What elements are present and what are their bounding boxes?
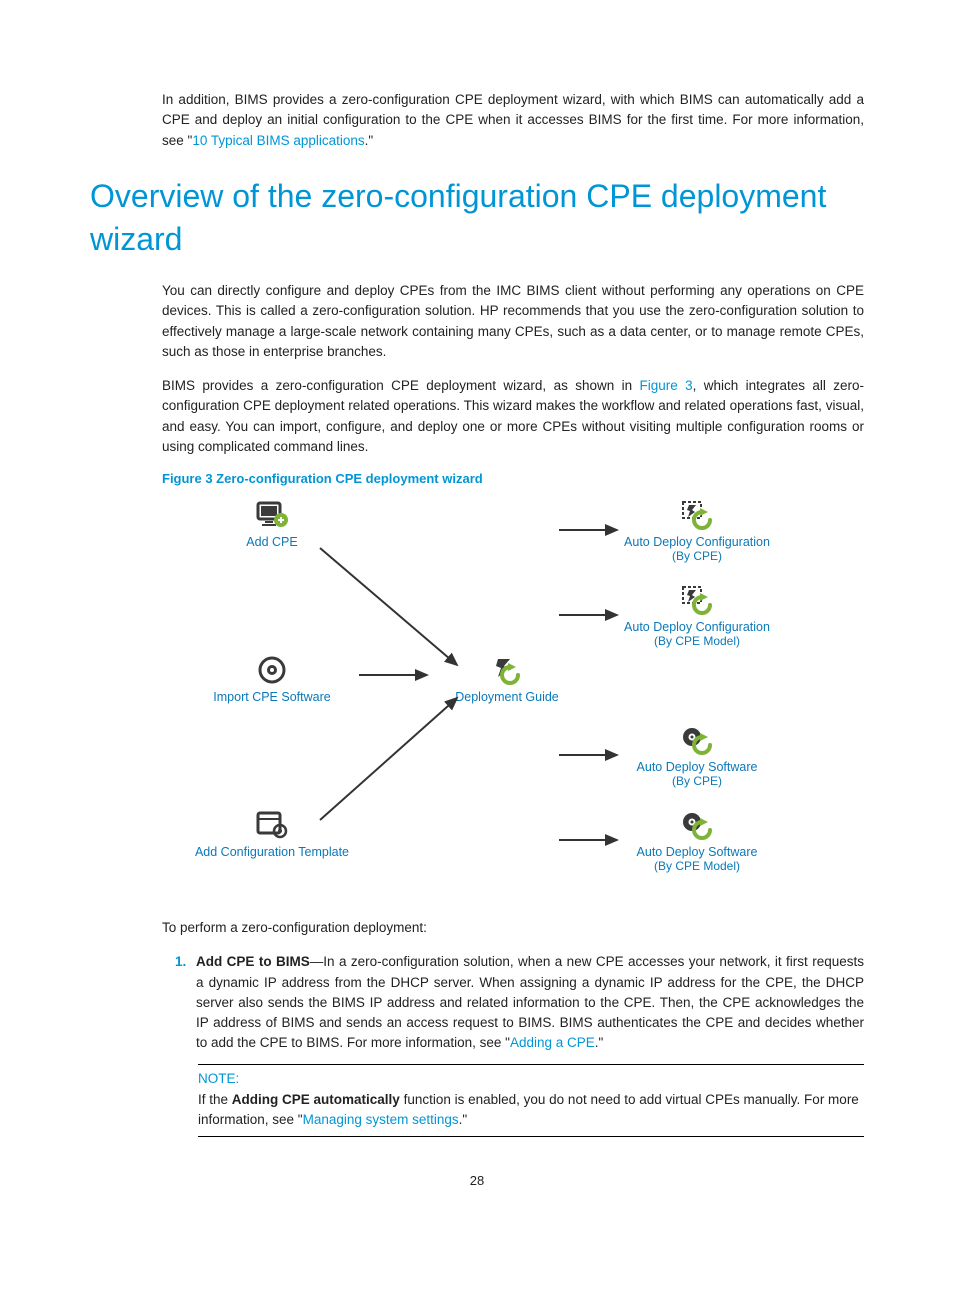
arrow-import-to-guide [357, 665, 437, 685]
arrow-to-sw-model [557, 830, 627, 850]
node-sw-by-cpe-label: Auto Deploy Software [637, 760, 758, 774]
note-text: If the Adding CPE automatically function… [198, 1090, 864, 1131]
paragraph-2: You can directly configure and deploy CP… [162, 281, 864, 362]
node-cfg-by-model-label: Auto Deploy Configuration [624, 620, 770, 634]
deploy-guide-icon [490, 655, 524, 688]
disc-icon [257, 655, 287, 688]
window-gear-icon [255, 810, 289, 843]
node-sw-by-cpe: Auto Deploy Software (By CPE) [602, 725, 792, 788]
link-adding-a-cpe[interactable]: Adding a CPE [510, 1035, 595, 1050]
note-label: NOTE: [198, 1071, 864, 1086]
arrow-to-cfg-model [557, 605, 627, 625]
deploy-config-icon [680, 500, 714, 533]
step-1: Add CPE to BIMS—In a zero-configuration … [190, 952, 864, 1053]
note-box: NOTE: If the Adding CPE automatically fu… [198, 1064, 864, 1138]
deploy-config-model-icon [680, 585, 714, 618]
deploy-software-model-icon [680, 810, 714, 843]
note-a: If the [198, 1092, 232, 1107]
page-number: 28 [90, 1173, 864, 1188]
steps-list: Add CPE to BIMS—In a zero-configuration … [162, 952, 864, 1053]
monitor-plus-icon [255, 500, 289, 533]
intro-paragraph: In addition, BIMS provides a zero-config… [162, 90, 864, 151]
node-cfg-by-model: Auto Deploy Configuration (By CPE Model) [602, 585, 792, 648]
section-heading: Overview of the zero-configuration CPE d… [90, 175, 864, 261]
arrow-template-to-guide [312, 690, 472, 830]
intro-text-b: ." [365, 133, 374, 148]
node-cfg-by-cpe: Auto Deploy Configuration (By CPE) [602, 500, 792, 563]
link-typical-apps[interactable]: 10 Typical BIMS applications [192, 133, 364, 148]
node-sw-by-model-label: Auto Deploy Software [637, 845, 758, 859]
node-cfg-by-model-sub: (By CPE Model) [602, 634, 792, 648]
arrow-to-cfg-cpe [557, 520, 627, 540]
paragraph-3: BIMS provides a zero-configuration CPE d… [162, 376, 864, 457]
node-add-cpe-label: Add CPE [246, 535, 297, 549]
step-1-label: Add CPE to BIMS [196, 954, 310, 969]
step-1-text-b: ." [595, 1035, 604, 1050]
node-cfg-by-cpe-label: Auto Deploy Configuration [624, 535, 770, 549]
arrow-to-sw-cpe [557, 745, 627, 765]
link-managing-settings[interactable]: Managing system settings [303, 1112, 459, 1127]
node-sw-by-model: Auto Deploy Software (By CPE Model) [602, 810, 792, 873]
figure-caption: Figure 3 Zero-configuration CPE deployme… [162, 471, 864, 486]
link-figure-3[interactable]: Figure 3 [640, 378, 693, 393]
note-bold: Adding CPE automatically [232, 1092, 400, 1107]
figure-3-diagram: Add CPE Import CPE Software Add Configur… [162, 500, 864, 900]
node-cfg-by-cpe-sub: (By CPE) [602, 549, 792, 563]
node-sw-by-model-sub: (By CPE Model) [602, 859, 792, 873]
p3-a: BIMS provides a zero-configuration CPE d… [162, 378, 640, 393]
arrow-addcpe-to-guide [312, 540, 472, 680]
paragraph-4: To perform a zero-configuration deployme… [162, 918, 864, 938]
note-c: ." [459, 1112, 468, 1127]
deploy-software-icon [680, 725, 714, 758]
node-sw-by-cpe-sub: (By CPE) [602, 774, 792, 788]
node-add-template-label: Add Configuration Template [195, 845, 349, 859]
